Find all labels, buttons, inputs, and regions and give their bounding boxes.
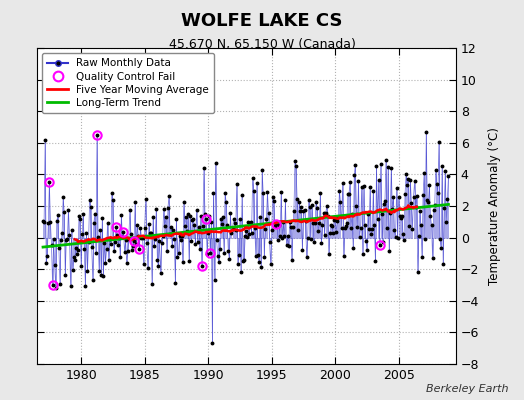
Text: WOLFE LAKE CS: WOLFE LAKE CS xyxy=(181,12,343,30)
Text: 45.670 N, 65.150 W (Canada): 45.670 N, 65.150 W (Canada) xyxy=(169,38,355,51)
Y-axis label: Temperature Anomaly (°C): Temperature Anomaly (°C) xyxy=(487,127,500,285)
Legend: Raw Monthly Data, Quality Control Fail, Five Year Moving Average, Long-Term Tren: Raw Monthly Data, Quality Control Fail, … xyxy=(42,53,214,113)
Text: Berkeley Earth: Berkeley Earth xyxy=(426,384,508,394)
